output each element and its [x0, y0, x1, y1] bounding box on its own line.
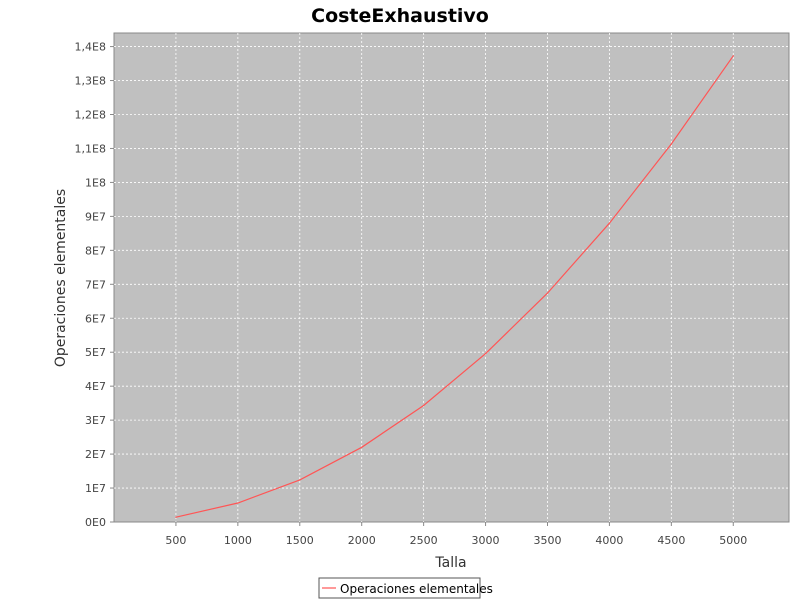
data-point — [423, 404, 425, 407]
y-tick-label: 1,4E8 — [75, 41, 106, 54]
data-point — [361, 446, 363, 448]
y-tick-label: 6E7 — [85, 312, 106, 325]
x-tick-label: 1500 — [286, 534, 314, 547]
y-tick-label: 9E7 — [85, 210, 106, 223]
y-tick-label: 2E7 — [85, 448, 106, 461]
x-tick-label: 1000 — [224, 534, 252, 547]
series-line — [175, 55, 734, 518]
y-tick-label: 4E7 — [85, 380, 106, 393]
data-point — [670, 143, 672, 145]
y-axis: 0E0 1E7 2E7 3E7 4E7 5E7 6E7 7E7 8E7 9E7 1E8 1,1E8 1,… — [75, 41, 114, 529]
y-axis-label: Operaciones elementales — [53, 189, 69, 367]
x-axis-label: Talla — [434, 555, 466, 571]
y-tick-label: 7E7 — [85, 278, 106, 291]
x-tick-label: 2500 — [410, 534, 438, 547]
chart-title: CosteExhaustivo — [311, 5, 489, 27]
x-tick-label: 4000 — [595, 534, 623, 547]
y-tick-label: 1E7 — [85, 482, 106, 495]
y-tick-label: 3E7 — [85, 414, 106, 427]
y-tick-label: 8E7 — [85, 244, 106, 257]
gridlines — [114, 33, 789, 522]
x-tick-label: 4500 — [657, 534, 685, 547]
x-axis: 500 1000 1500 2000 2500 3000 3500 4000 4500 5000 — [165, 522, 747, 547]
data-point — [608, 222, 611, 224]
x-tick-label: 3000 — [472, 534, 500, 547]
data-point — [546, 292, 549, 294]
data-point — [175, 516, 177, 518]
y-tick-label: 1E8 — [85, 176, 106, 189]
y-tick-label: 5E7 — [85, 346, 106, 359]
data-point — [299, 479, 301, 481]
series-group — [175, 55, 734, 518]
y-tick-label: 1,3E8 — [75, 75, 106, 88]
legend-box — [318, 577, 481, 599]
x-tick-label: 2000 — [348, 534, 376, 547]
x-tick-label: 500 — [165, 534, 186, 547]
data-point — [484, 352, 487, 355]
x-tick-label: 3500 — [533, 534, 561, 547]
plot-area — [113, 32, 790, 523]
y-tick-label: 1,1E8 — [75, 142, 106, 155]
data-point — [237, 502, 239, 504]
legend-label: Operaciones elementales — [340, 582, 493, 596]
y-tick-label: 1,2E8 — [75, 109, 106, 122]
y-tick-label: 0E0 — [85, 516, 106, 529]
x-tick-label: 5000 — [719, 534, 747, 547]
data-point — [732, 55, 734, 57]
legend: Operaciones elementales — [318, 577, 493, 599]
